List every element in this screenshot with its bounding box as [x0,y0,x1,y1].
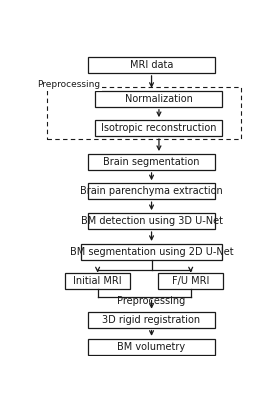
Bar [88,213,215,229]
Text: 3D rigid registration: 3D rigid registration [102,315,201,325]
Text: BM segmentation using 2D U-Net: BM segmentation using 2D U-Net [70,247,233,257]
Bar [88,312,215,328]
Bar [88,154,215,170]
Bar [88,183,215,199]
Text: F/U MRI: F/U MRI [172,276,209,286]
Text: Preprocessing: Preprocessing [37,80,100,90]
Bar [96,120,222,136]
Bar [47,86,242,139]
Text: Initial MRI: Initial MRI [73,276,122,286]
Text: BM detection using 3D U-Net: BM detection using 3D U-Net [81,216,222,226]
Text: MRI data: MRI data [130,60,173,70]
Bar [81,244,222,260]
Bar [88,339,215,355]
Bar [88,57,215,73]
Bar [158,272,223,288]
Bar [65,272,130,288]
Text: Isotropic reconstruction: Isotropic reconstruction [101,123,217,133]
Text: Brain parenchyma extraction: Brain parenchyma extraction [80,186,223,196]
Text: Normalization: Normalization [125,94,193,104]
Text: Preprocessing: Preprocessing [117,296,186,306]
Text: BM volumetry: BM volumetry [117,342,186,352]
Text: Brain segmentation: Brain segmentation [103,157,200,167]
Bar [96,91,222,107]
